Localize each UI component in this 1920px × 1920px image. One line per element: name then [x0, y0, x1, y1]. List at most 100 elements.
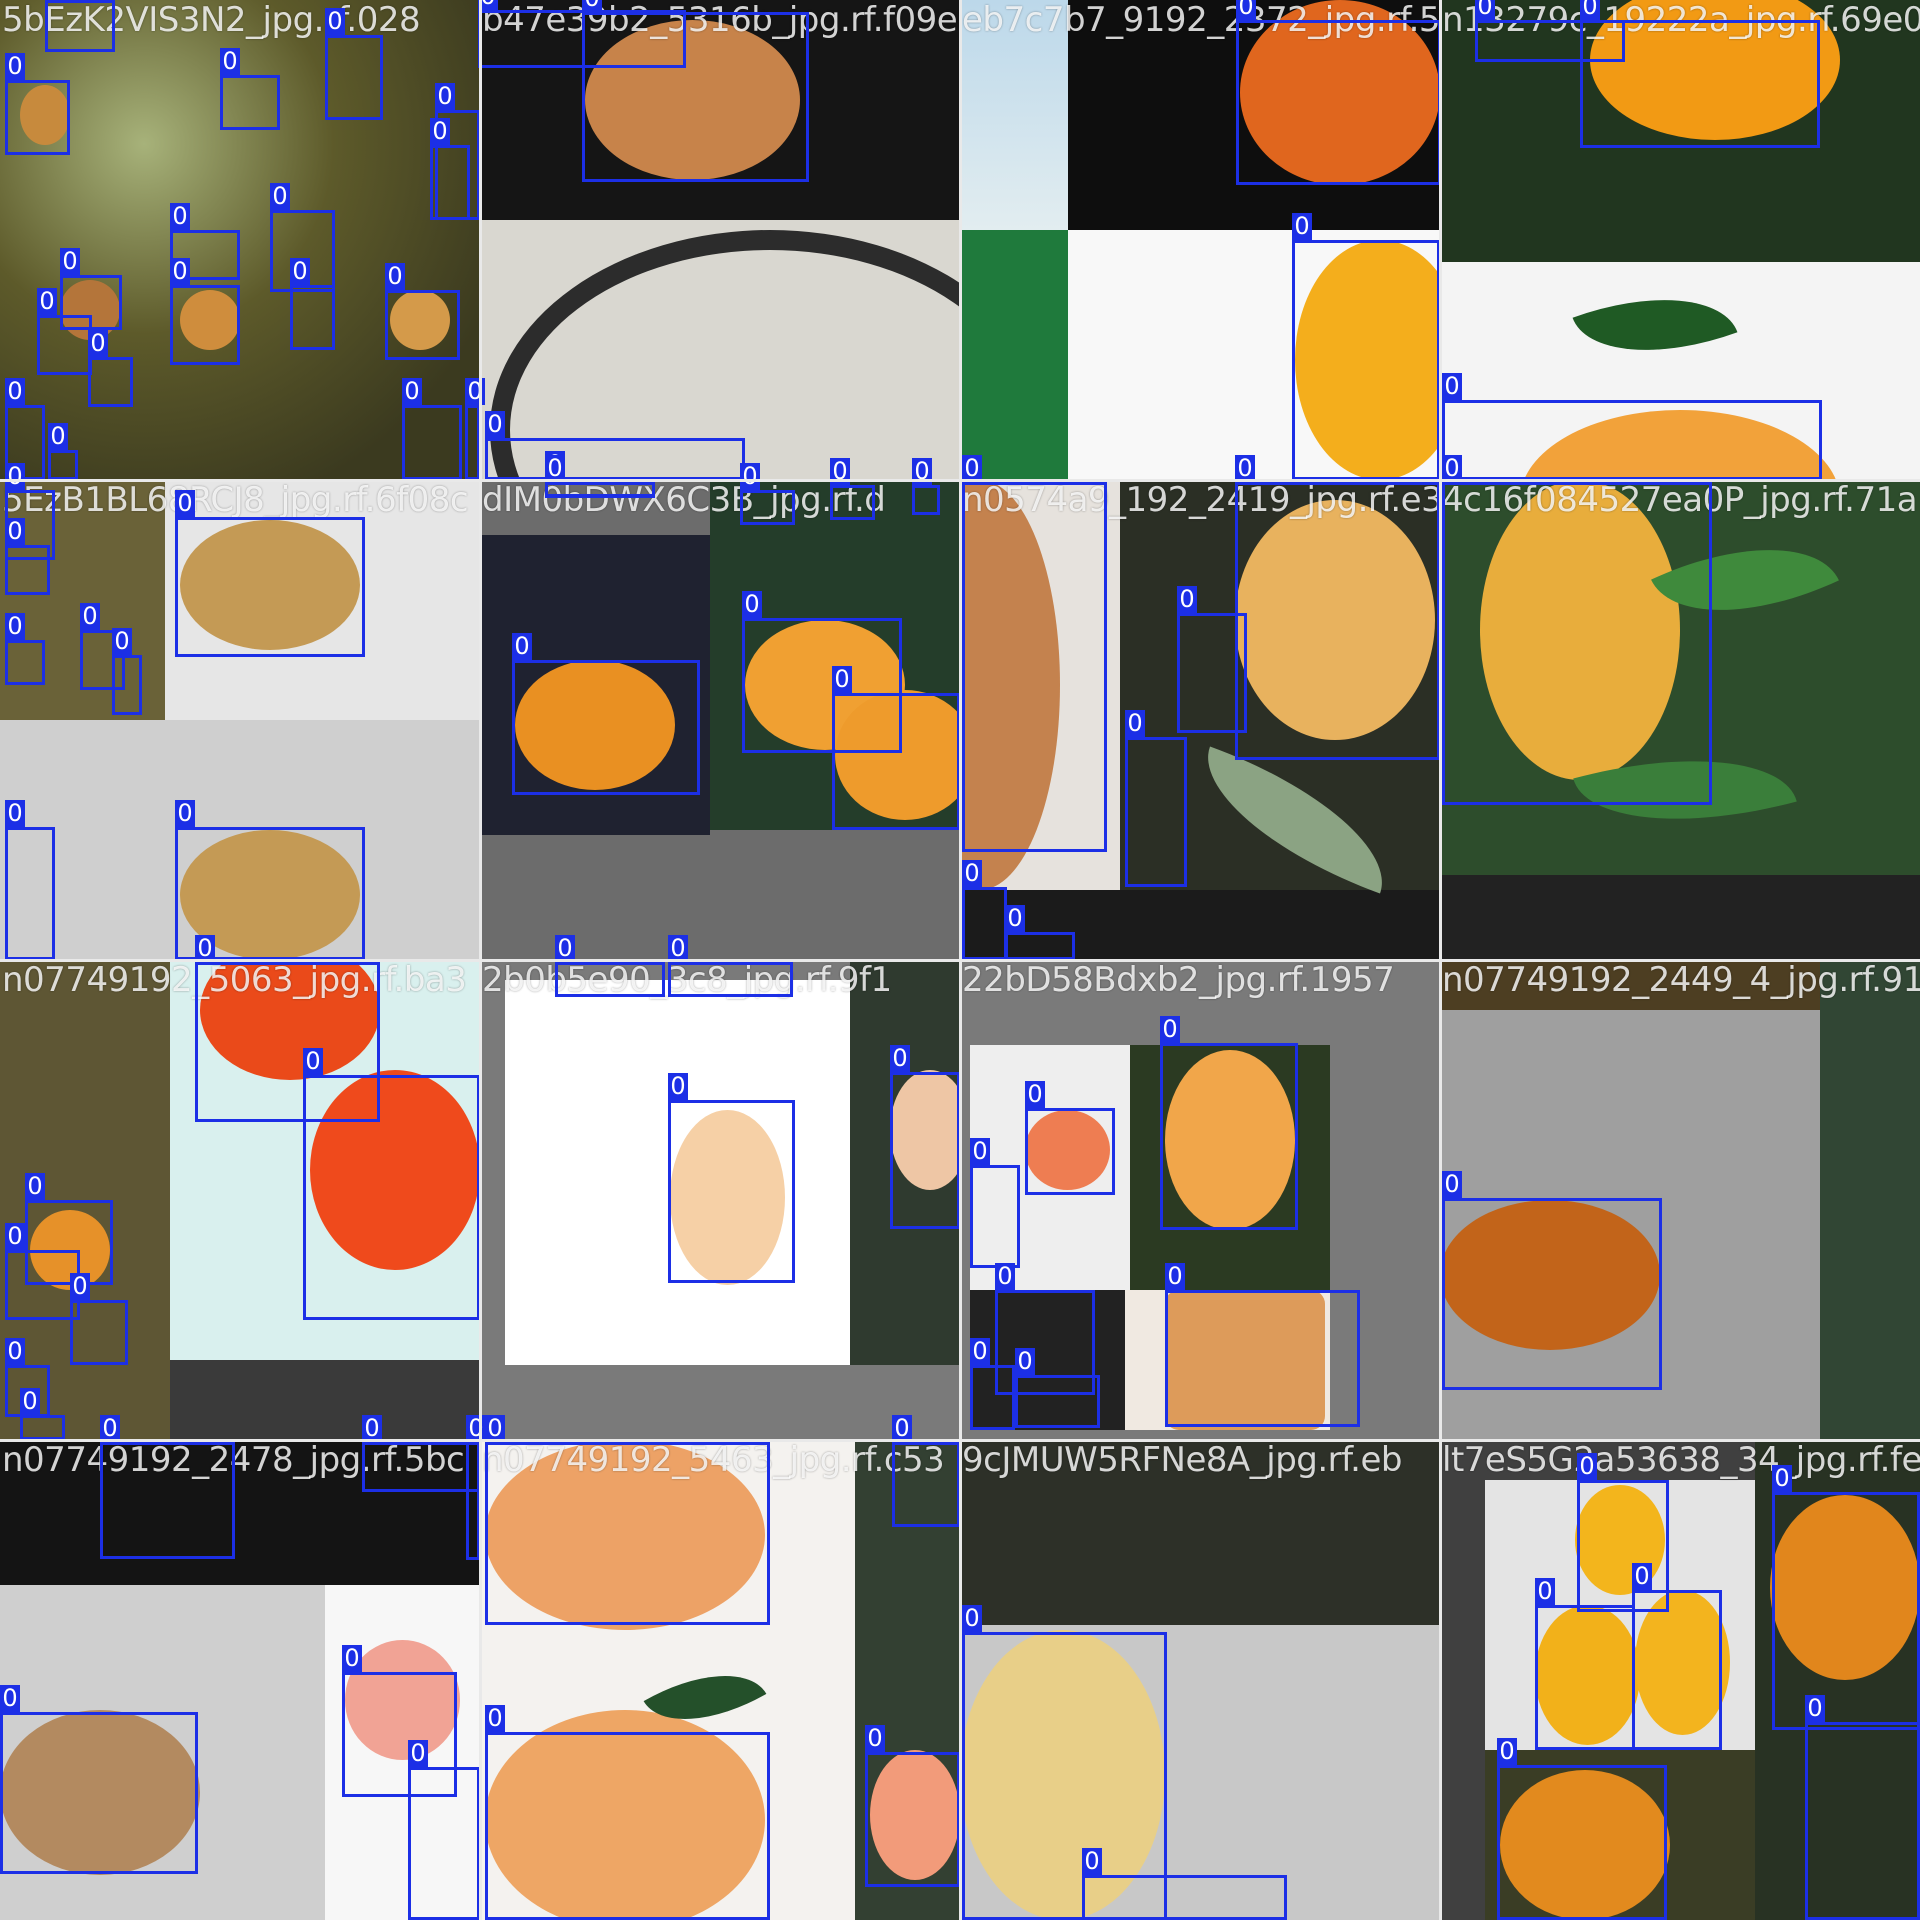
- class-label: 0: [1772, 1465, 1792, 1492]
- class-label: 0: [962, 455, 982, 482]
- class-label: 0: [1580, 0, 1600, 20]
- bounding-box: 0: [48, 423, 78, 480]
- orange-fruit: [835, 690, 960, 820]
- bounding-box: 0: [37, 288, 92, 375]
- bounding-box: 0: [60, 248, 122, 330]
- class-label: 0: [48, 423, 68, 450]
- class-label: 0: [435, 83, 455, 110]
- tile-image-region: [1440, 960, 1820, 1010]
- class-label: 0: [962, 1605, 982, 1632]
- bounding-box: 0: [995, 1263, 1095, 1395]
- class-label: 0: [20, 1388, 40, 1415]
- bounding-box: 0: [512, 633, 700, 795]
- bounding-box: 0: [485, 411, 745, 480]
- class-label: 0: [25, 1173, 45, 1200]
- orange-fruit: [345, 1640, 460, 1760]
- bounding-box: 0: [5, 613, 45, 685]
- class-label: 0: [37, 288, 57, 315]
- bounding-box: 0: [1025, 1081, 1115, 1195]
- bounding-box: 0: [962, 860, 1007, 960]
- bounding-box: 0: [970, 1338, 1015, 1430]
- class-label: 0: [892, 1415, 912, 1442]
- bounding-box: 0: [20, 1388, 65, 1440]
- class-label: 0: [830, 458, 850, 485]
- class-label: 0: [545, 455, 565, 482]
- class-label: 0: [270, 183, 290, 210]
- bounding-box: 0: [890, 1045, 960, 1229]
- class-label: 0: [1497, 1738, 1517, 1765]
- mosaic-tile-14: n07749192_5463_jpg.rf.c53: [480, 1440, 960, 1920]
- class-label: 0: [402, 378, 422, 405]
- mosaic-tile-1: 5bEzK2VIS3N2_jpg.rf.028: [0, 0, 480, 480]
- class-label: 0: [512, 633, 532, 660]
- orange-fruit: [1165, 1290, 1325, 1430]
- orange-fruit: [390, 290, 450, 350]
- orange-fruit: [0, 1710, 200, 1875]
- bounding-box: 0: [1005, 905, 1075, 960]
- bounding-box: 0: [5, 800, 55, 960]
- bounding-box: 0: [362, 1415, 480, 1492]
- bounding-box: 0: [5, 53, 70, 155]
- orange-fruit: [1480, 480, 1680, 780]
- bounding-box: 0: [545, 455, 655, 497]
- class-label: 0: [832, 666, 852, 693]
- class-label: 0: [0, 1685, 20, 1712]
- class-label: 0: [290, 258, 310, 285]
- class-label: 0: [5, 1223, 25, 1250]
- bounding-box: 0: [1442, 1171, 1662, 1390]
- bounding-box: 0: [465, 378, 485, 480]
- orange-fruit: [180, 520, 360, 650]
- bounding-box: 0: [1497, 1738, 1667, 1920]
- bounding-box: 0: [270, 183, 335, 292]
- bounding-box: 0: [342, 1645, 457, 1797]
- bounding-box: 0: [970, 1138, 1020, 1268]
- class-label: 0: [668, 935, 688, 962]
- bounding-box: 0: [112, 628, 142, 715]
- class-label: 0: [5, 518, 25, 545]
- mosaic-tile-11: 22bD58Bdxb2_jpg.rf.1957: [960, 960, 1440, 1440]
- orange-fruit: [1635, 1590, 1730, 1735]
- tile-caption: 9cJMUW5RFNe8A_jpg.rf.eb: [962, 1440, 1402, 1480]
- bounding-box: 0: [1292, 213, 1440, 480]
- bounding-box: 0: [430, 118, 470, 220]
- bounding-box: 0: [325, 8, 383, 120]
- class-label: 0: [1236, 0, 1256, 20]
- class-label: 0: [385, 263, 405, 290]
- bounding-box: 0: [1475, 0, 1625, 62]
- bounding-box: 0: [1082, 1848, 1287, 1920]
- bounding-box: 0: [170, 258, 240, 365]
- tile-caption: 22bD58Bdxb2_jpg.rf.1957: [962, 960, 1395, 1000]
- class-label: 0: [170, 203, 190, 230]
- bounding-box: 0: [0, 1685, 198, 1874]
- class-label: 0: [5, 53, 25, 80]
- class-label: 0: [1535, 1578, 1555, 1605]
- class-label: 0: [1235, 455, 1255, 482]
- mosaic-tile-2: b47e39b2_5316b_jpg.rf.f09e: [480, 0, 960, 480]
- bounding-box: 0: [25, 1173, 113, 1285]
- class-label: 0: [1082, 1848, 1102, 1875]
- orange-fruit: [585, 20, 800, 180]
- bowl-rim: [1440, 875, 1920, 960]
- bounding-box: 0: [170, 203, 240, 280]
- bounding-box: 0: [555, 935, 665, 997]
- class-label: 0: [1442, 455, 1462, 482]
- bounding-box: 0: [742, 591, 902, 753]
- class-label: 0: [430, 118, 450, 145]
- tile-image-region: [960, 0, 1068, 230]
- class-label: 0: [1577, 1453, 1597, 1480]
- orange-fruit: [1440, 1200, 1660, 1350]
- orange-fruit: [960, 1630, 1165, 1920]
- class-label: 0: [112, 628, 132, 655]
- bounding-box: 0: [962, 455, 1107, 852]
- orange-fruit: [515, 660, 675, 790]
- class-label: 0: [100, 1415, 120, 1442]
- orange-fruit: [20, 85, 70, 145]
- mosaic-tile-7: n0574a9_192_2419_jpg.rf.e34: [960, 480, 1440, 960]
- tile-separator: [0, 959, 1920, 962]
- bounding-box: 0: [1442, 455, 1712, 805]
- orange-fruit: [1500, 1770, 1670, 1920]
- bounding-box: 0: [290, 258, 335, 350]
- class-label: 0: [970, 1338, 990, 1365]
- bounding-box: 0: [1577, 1453, 1669, 1612]
- bounding-box: 0: [1015, 1348, 1100, 1428]
